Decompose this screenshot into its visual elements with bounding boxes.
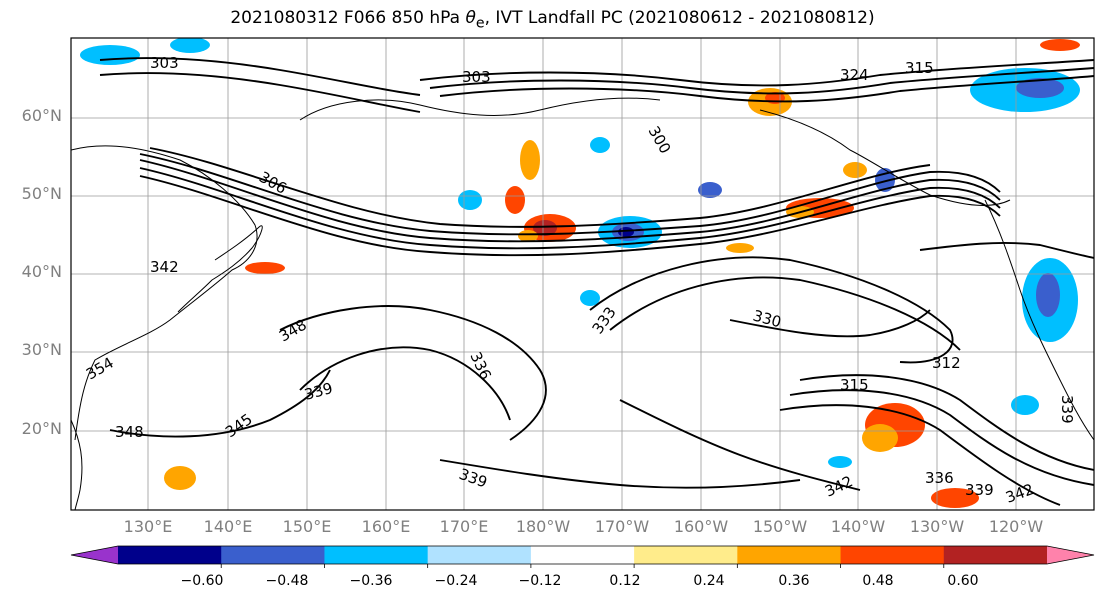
colorbar-tick-label: 0.60 bbox=[947, 573, 979, 589]
colorbar-segment bbox=[737, 546, 842, 564]
colorbar-segment bbox=[634, 546, 738, 564]
lon-label: 140°W bbox=[830, 517, 886, 536]
shade-patch bbox=[580, 290, 600, 306]
colorbar-segment bbox=[324, 546, 429, 564]
colorbar-segment bbox=[118, 546, 222, 564]
colorbar-segment bbox=[943, 546, 1048, 564]
lon-label: 160°E bbox=[361, 517, 411, 536]
colorbar-segment bbox=[840, 546, 945, 564]
shade-patch bbox=[164, 466, 196, 490]
shade-patch bbox=[1011, 395, 1039, 415]
lon-label: 130°E bbox=[123, 517, 173, 536]
lat-label: 20°N bbox=[21, 419, 62, 438]
shade-patch bbox=[862, 424, 898, 452]
shade-patch bbox=[170, 38, 210, 53]
shade-patch bbox=[590, 137, 610, 153]
shade-patch bbox=[698, 182, 722, 198]
contour-label: 324 bbox=[840, 66, 869, 84]
lat-label: 40°N bbox=[21, 262, 62, 281]
colorbar-extend-min bbox=[71, 546, 118, 564]
lon-label: 170°E bbox=[439, 517, 489, 536]
colorbar-tick-label: 0.48 bbox=[862, 573, 894, 589]
contour-label: 315 bbox=[840, 376, 869, 394]
shade-patch bbox=[518, 230, 538, 242]
lat-label: 60°N bbox=[21, 106, 62, 125]
lon-label: 180°W bbox=[515, 517, 571, 536]
lon-label: 170°W bbox=[594, 517, 650, 536]
shade-patch bbox=[1036, 273, 1060, 317]
colorbar-segment bbox=[427, 546, 532, 564]
lon-label: 150°E bbox=[282, 517, 332, 536]
contour-label: 336 bbox=[925, 469, 954, 487]
shade-patch bbox=[726, 243, 754, 253]
contour-label: 315 bbox=[905, 59, 934, 77]
shade-patch bbox=[80, 45, 140, 65]
contour-label: 339 bbox=[965, 481, 994, 499]
shade-patch bbox=[458, 190, 482, 210]
shade-patch bbox=[533, 220, 557, 236]
colorbar-tick-label: 0.36 bbox=[778, 573, 810, 589]
colorbar-tick-label: 0.24 bbox=[693, 573, 725, 589]
colorbar-segment bbox=[530, 546, 635, 564]
colorbar-segment bbox=[221, 546, 325, 564]
lat-label: 30°N bbox=[21, 340, 62, 359]
colorbar bbox=[70, 545, 1095, 568]
lon-label: 150°W bbox=[752, 517, 808, 536]
contour-label: 339 bbox=[1058, 395, 1076, 424]
lon-label: 120°W bbox=[988, 517, 1044, 536]
contour-label: 303 bbox=[150, 54, 179, 72]
lon-label: 130°W bbox=[909, 517, 965, 536]
colorbar-tick-label: −0.36 bbox=[349, 573, 393, 589]
shade-patch bbox=[505, 186, 525, 214]
shade-patch bbox=[828, 456, 852, 468]
contour-label: 342 bbox=[150, 258, 179, 276]
colorbar-tick-label: −0.12 bbox=[518, 573, 562, 589]
contour-label: 348 bbox=[115, 423, 144, 441]
shade-patch bbox=[245, 262, 285, 274]
colorbar-outline bbox=[70, 545, 1095, 565]
grid-lines bbox=[71, 38, 1094, 510]
shade-patch bbox=[843, 162, 867, 178]
shade-patch bbox=[931, 488, 979, 508]
shade-patch bbox=[1040, 39, 1080, 51]
shade-patch bbox=[1016, 78, 1064, 98]
colorbar-extend-max bbox=[1047, 546, 1094, 564]
contour-label: 312 bbox=[932, 354, 961, 372]
lon-label: 160°W bbox=[673, 517, 729, 536]
map-frame bbox=[70, 37, 1095, 511]
shade-patch bbox=[520, 140, 540, 180]
contour-label: 303 bbox=[462, 68, 491, 86]
contour-lines bbox=[99, 57, 1094, 506]
colorbar-tick-label: −0.60 bbox=[180, 573, 224, 589]
colorbar-tick-label: −0.24 bbox=[434, 573, 478, 589]
lon-label: 140°E bbox=[203, 517, 253, 536]
chart-title: 2021080312 F066 850 hPa θe, IVT Landfall… bbox=[230, 8, 875, 32]
lat-label: 50°N bbox=[21, 184, 62, 203]
colorbar-tick-label: 0.12 bbox=[609, 573, 641, 589]
colorbar-tick-label: −0.48 bbox=[265, 573, 309, 589]
